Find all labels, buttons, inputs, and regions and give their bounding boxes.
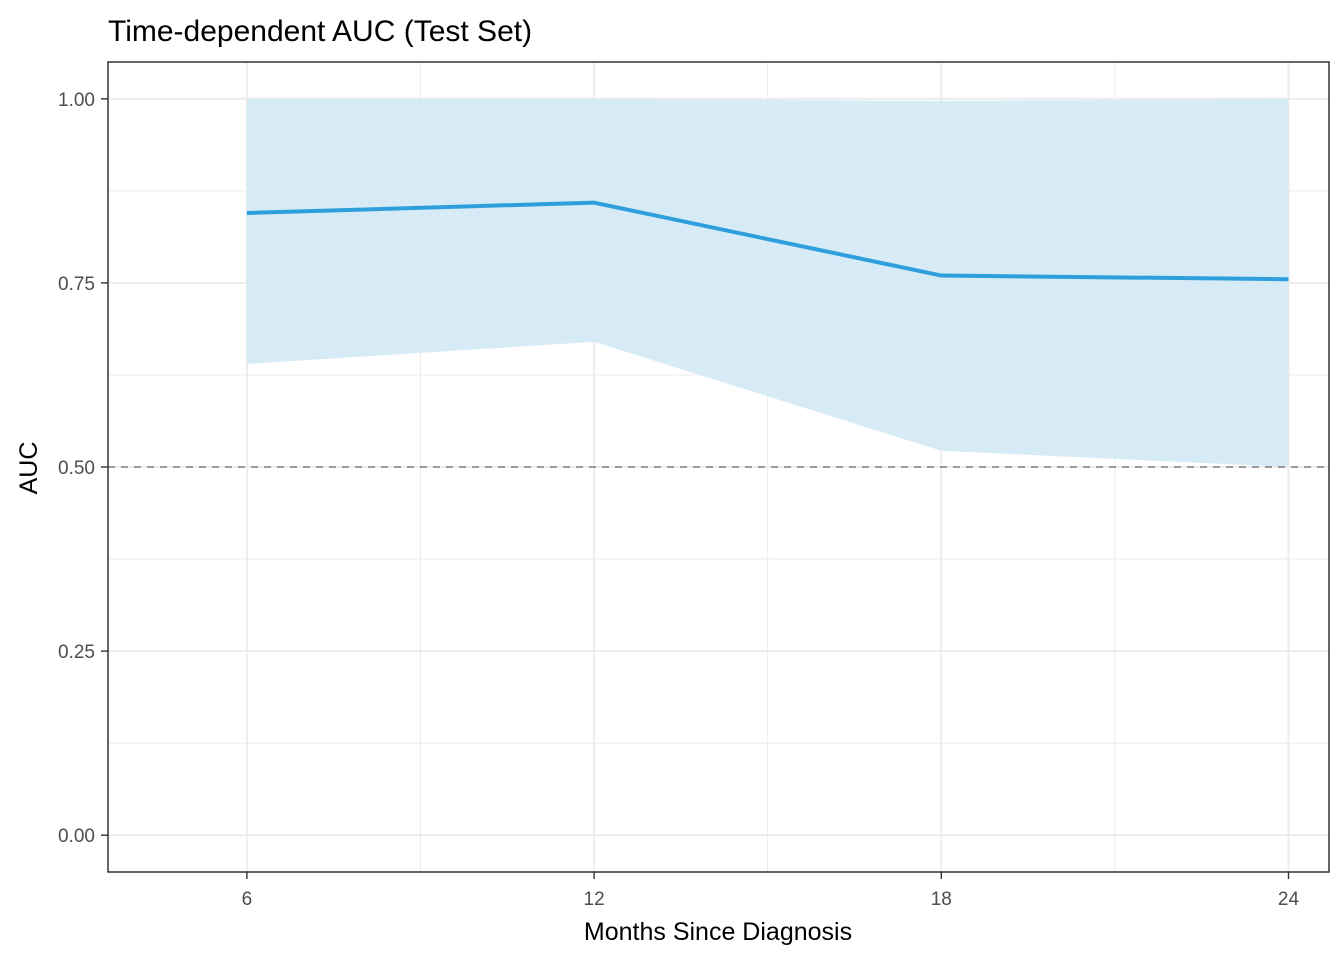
y-tick-label: 0.25 (58, 642, 95, 663)
auc-line (246, 200, 1289, 282)
x-tick-label: 12 (584, 889, 605, 910)
y-tick-label: 0.75 (58, 274, 95, 295)
confidence-band (246, 98, 1289, 468)
y-tick-label: 1.00 (58, 90, 95, 111)
x-tick-label: 24 (1278, 889, 1300, 910)
x-tick-label: 6 (242, 889, 253, 910)
y-axis-title: AUC (15, 442, 43, 495)
y-tick-label: 0.50 (58, 458, 95, 479)
x-axis-title: Months Since Diagnosis (584, 918, 852, 946)
plot-panel: 6 12 18 24 0.00 0.25 0.50 0.75 1.00 (58, 61, 1330, 910)
chart-title: Time-dependent AUC (Test Set) (108, 15, 532, 48)
x-tick-label: 18 (931, 889, 952, 910)
y-tick-label: 0.00 (58, 826, 95, 847)
